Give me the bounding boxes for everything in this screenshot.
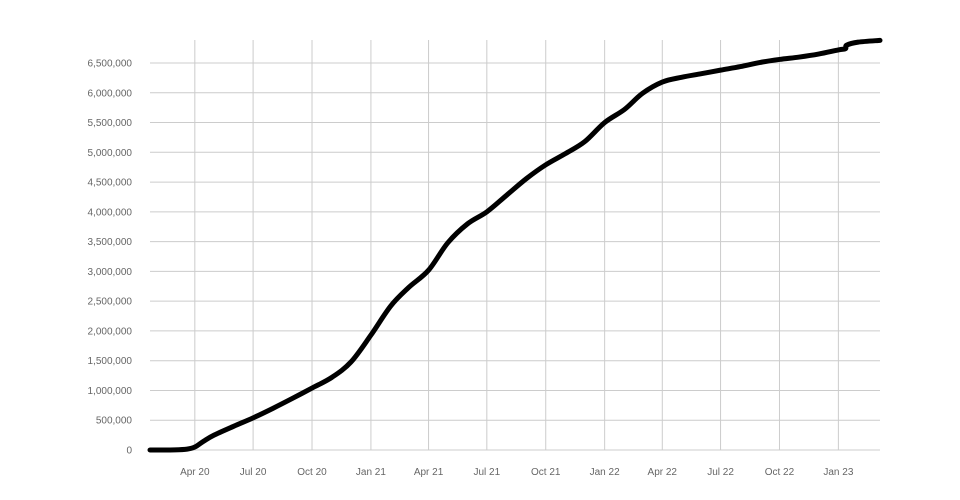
- y-tick-label: 1,500,000: [88, 356, 133, 367]
- vertical-gridlines: [194, 40, 839, 450]
- y-tick-label: 6,000,000: [88, 88, 133, 99]
- y-axis-labels: 0 500,000 1,000,000 1,500,000 2,000,000 2,500…: [88, 59, 133, 457]
- y-tick-label: 3,000,000: [88, 267, 133, 278]
- x-tick-label: Jul 20: [240, 467, 267, 478]
- y-tick-label: 6,500,000: [88, 59, 133, 70]
- x-tick-label: Jan 23: [823, 467, 853, 478]
- y-tick-label: 0: [126, 446, 132, 457]
- x-tick-label: Jan 21: [356, 467, 386, 478]
- x-axis-labels: Apr 20 Jul 20 Oct 20 Jan 21 Apr 21 Jul 21 Oct …: [180, 467, 854, 478]
- x-tick-label: Jul 22: [707, 467, 734, 478]
- x-tick-label: Jan 22: [590, 467, 620, 478]
- y-tick-label: 4,000,000: [88, 207, 133, 218]
- horizontal-gridlines: [150, 62, 880, 451]
- x-tick-label: Jul 21: [473, 467, 500, 478]
- y-tick-label: 2,500,000: [88, 297, 133, 308]
- y-tick-label: 5,000,000: [88, 148, 133, 159]
- series-line: [147, 37, 883, 453]
- x-tick-label: Oct 22: [765, 467, 795, 478]
- y-tick-label: 4,500,000: [88, 178, 133, 189]
- x-tick-label: Apr 20: [180, 467, 210, 478]
- y-tick-label: 3,500,000: [88, 237, 133, 248]
- y-tick-label: 500,000: [96, 416, 133, 427]
- x-tick-label: Oct 20: [297, 467, 327, 478]
- y-tick-label: 2,000,000: [88, 326, 133, 337]
- x-tick-label: Oct 21: [531, 467, 561, 478]
- x-tick-label: Apr 21: [414, 467, 444, 478]
- y-tick-label: 1,000,000: [88, 386, 133, 397]
- y-tick-label: 5,500,000: [88, 118, 133, 129]
- x-tick-label: Apr 22: [648, 467, 678, 478]
